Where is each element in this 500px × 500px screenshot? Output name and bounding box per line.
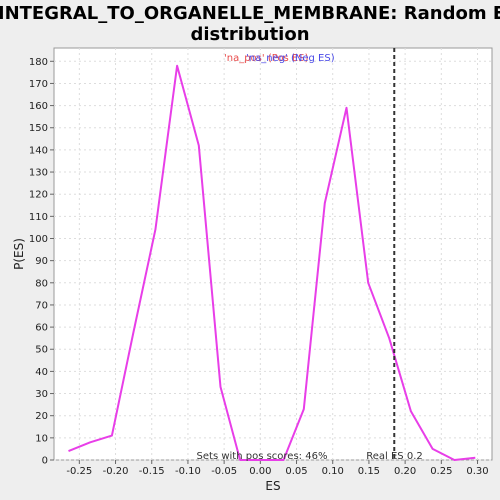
x-tick-label: -0.10 <box>175 466 201 477</box>
y-tick-label: 60 <box>35 323 48 334</box>
y-tick-label: 50 <box>35 345 48 356</box>
y-tick-label: 30 <box>35 389 48 400</box>
y-tick-label: 100 <box>29 234 48 245</box>
legend: 'na_pos' (Pos ES)'na_neg' (Neg ES) <box>224 53 335 64</box>
legend-entry: 'na_pos' (Pos ES) <box>224 53 309 64</box>
y-tick-label: 10 <box>35 433 48 444</box>
plot-area <box>53 47 493 461</box>
pos-scores-annotation: Sets with pos scores: 46% <box>197 451 328 462</box>
y-tick-label: 180 <box>29 57 48 68</box>
x-axis: -0.25 -0.20 -0.15 -0.10 -0.05 0.00 0.05 0.10 0.1… <box>66 460 489 477</box>
x-tick-label: 0.10 <box>322 466 344 477</box>
series-line <box>68 64 476 461</box>
x-axis-label: ES <box>265 479 280 493</box>
y-tick-label: 90 <box>35 256 48 267</box>
y-tick-label: 70 <box>35 300 48 311</box>
y-tick-label: 20 <box>35 411 48 422</box>
y-tick-label: 80 <box>35 278 48 289</box>
y-tick-label: 160 <box>29 101 48 112</box>
real-es-marker: Real ES 0.2 <box>366 48 423 462</box>
x-tick-label: 0.30 <box>466 466 488 477</box>
y-tick-label: 140 <box>29 145 48 156</box>
y-tick-label: 0 <box>42 456 48 467</box>
y-tick-label: 120 <box>29 190 48 201</box>
y-tick-label: 150 <box>29 123 48 134</box>
legend-entry: 'na_neg' (Neg ES) <box>246 53 335 64</box>
x-tick-label: 0.25 <box>430 466 452 477</box>
x-tick-label: 0.15 <box>358 466 380 477</box>
x-tick-label: 0.00 <box>249 466 271 477</box>
x-tick-label: 0.05 <box>285 466 307 477</box>
y-tick-label: 130 <box>29 168 48 179</box>
y-tick-label: 170 <box>29 79 48 90</box>
series-layer <box>68 64 476 461</box>
grid <box>54 48 492 461</box>
y-tick-label: 110 <box>29 212 48 223</box>
x-tick-label: -0.25 <box>66 466 92 477</box>
x-tick-label: -0.15 <box>139 466 165 477</box>
chart-title-line2: distribution <box>190 24 309 45</box>
x-tick-label: -0.20 <box>103 466 129 477</box>
x-tick-label: -0.05 <box>211 466 237 477</box>
x-tick-label: 0.20 <box>394 466 416 477</box>
y-tick-label: 40 <box>35 367 48 378</box>
chart-title: INTEGRAL_TO_ORGANELLE_MEMBRANE: Random E… <box>0 3 500 24</box>
y-axis-label: P(ES) <box>12 238 26 270</box>
real-es-label: Real ES 0.2 <box>366 451 422 462</box>
y-axis: 0 10 20 30 40 50 60 70 80 90 100 110 120 130 140 150 160… <box>29 57 54 467</box>
